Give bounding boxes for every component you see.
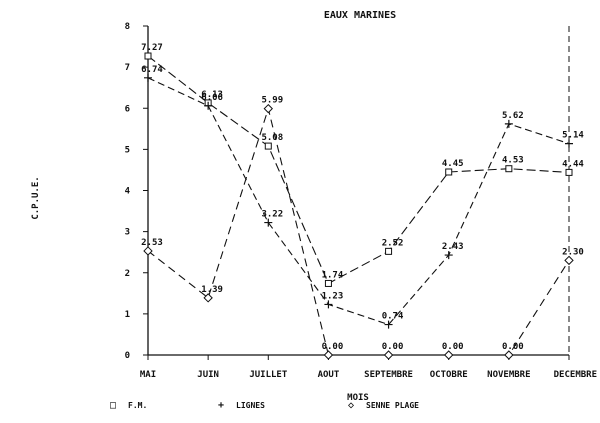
data-point-square [565, 168, 573, 176]
data-label: 2.30 [562, 247, 584, 257]
y-tick-label: 6 [125, 104, 130, 114]
data-point-plus [504, 119, 513, 128]
x-tick-label: OCTOBRE [430, 370, 468, 380]
data-label: 0.74 [382, 312, 404, 322]
data-label: 0.00 [442, 342, 464, 352]
y-axis-title: C.P.U.E. [31, 176, 41, 219]
data-label: 5.14 [562, 131, 584, 141]
legend-label: SENNE PLAGE [366, 401, 419, 410]
data-label: 6.06 [201, 93, 223, 103]
data-point-diamond [323, 350, 334, 360]
legend-symbol: □ [110, 400, 116, 411]
data-label: 6.13 [201, 90, 223, 100]
x-tick-label: AOUT [318, 370, 340, 380]
legend-label: F.M. [128, 401, 147, 410]
data-label: 2.43 [442, 242, 464, 252]
y-tick-label: 0 [125, 351, 130, 361]
data-point-square [144, 52, 152, 60]
data-label: 2.52 [382, 238, 404, 248]
data-point-square [324, 279, 332, 287]
data-label: 5.62 [502, 111, 524, 121]
data-point-square [385, 247, 393, 255]
data-point-diamond [504, 350, 514, 360]
data-label: 4.45 [442, 159, 464, 169]
data-label: 5.99 [261, 96, 283, 106]
data-label: 0.00 [322, 342, 344, 352]
y-tick-label: 5 [125, 145, 130, 155]
data-label: 0.00 [502, 342, 524, 352]
x-tick-label: SEPTEMBRE [364, 370, 413, 380]
data-label: 1.23 [322, 291, 344, 301]
legend-symbol: + [218, 400, 224, 411]
series-line [147, 106, 570, 356]
data-point-diamond [383, 350, 394, 360]
legend: □ F.M. + LIGNES ◇ SENNE PLAGE [110, 400, 419, 411]
data-label: 3.22 [261, 210, 283, 220]
data-label: 1.39 [201, 285, 223, 295]
data-point-diamond [263, 103, 273, 114]
y-tick-label: 7 [125, 63, 130, 73]
axes [147, 26, 570, 356]
series-line [147, 77, 570, 326]
data-point-diamond [564, 255, 574, 266]
data-label: 4.53 [502, 156, 524, 166]
data-label: 0.00 [382, 342, 404, 352]
data-label: 5.08 [261, 133, 283, 143]
y-tick-label: 3 [125, 228, 130, 238]
x-tick-label: DECEMBRE [554, 370, 597, 380]
data-point-plus [565, 139, 573, 148]
data-label: 4.44 [562, 159, 584, 169]
y-tick-label: 2 [125, 269, 130, 279]
data-label: 6.74 [141, 65, 163, 75]
x-tick-label: MAI [140, 370, 156, 380]
data-point-square [445, 168, 453, 176]
data-label: 1.74 [322, 270, 344, 280]
data-point-diamond [444, 350, 454, 360]
y-tick-label: 4 [125, 187, 131, 197]
data-point-plus [324, 300, 333, 309]
data-point-square [505, 165, 513, 173]
x-tick-label: JUIN [197, 370, 219, 380]
legend-symbol: ◇ [348, 400, 354, 411]
data-labels: 7.27 6.13 5.08 1.74 2.52 4.45 4.53 4.44 6.74 6.06… [141, 43, 584, 352]
axis-ticks: 0 1 2 3 4 5 6 7 8 MAI JUIN JUILLET AOUT SEPTEMBRE OCTO… [125, 22, 597, 380]
data-label: 2.53 [141, 238, 163, 248]
data-point-diamond [143, 246, 153, 256]
data-point-plus [144, 73, 152, 82]
y-tick-label: 1 [125, 310, 130, 320]
data-point-plus [444, 251, 453, 260]
data-point-plus [264, 218, 273, 227]
data-markers [143, 52, 574, 360]
data-label: 7.27 [141, 43, 163, 53]
y-tick-label: 8 [125, 22, 130, 32]
x-tick-label: NOVEMBRE [487, 370, 530, 380]
x-axis-title: MOIS [347, 393, 369, 403]
legend-label: LIGNES [236, 401, 265, 410]
data-point-plus [384, 320, 393, 329]
chart-title: EAUX MARINES [324, 10, 396, 21]
series-lines [147, 55, 570, 356]
data-point-diamond [203, 293, 213, 303]
data-point-square [264, 142, 272, 150]
data-point-plus [204, 101, 213, 110]
x-tick-label: JUILLET [249, 370, 288, 380]
